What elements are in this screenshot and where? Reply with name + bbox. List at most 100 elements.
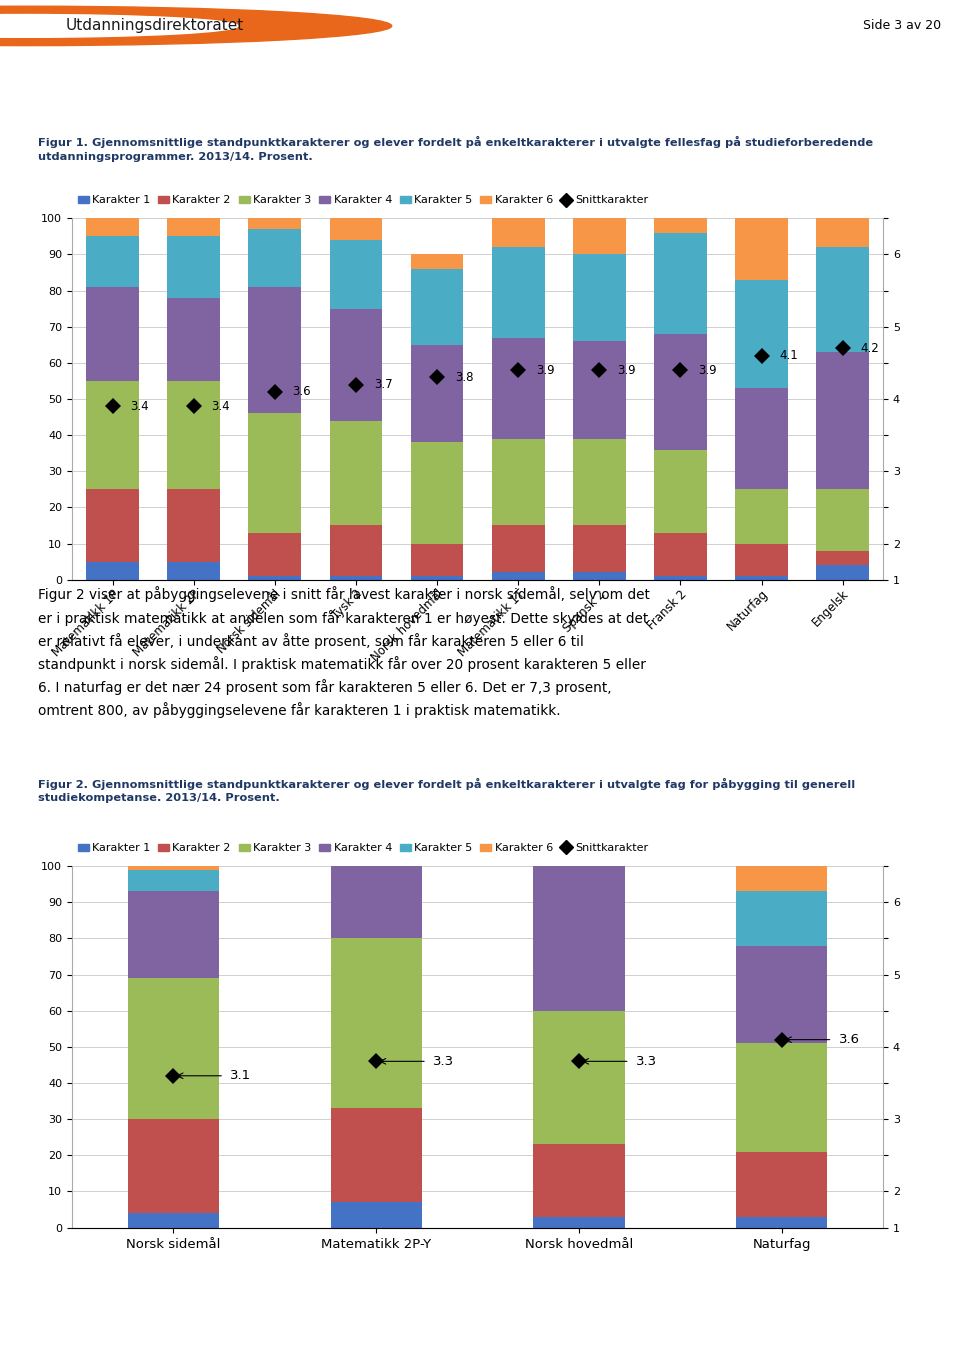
Bar	[492, 247, 544, 337]
Text: Figur 1. Gjennomsnittlige standpunktkarakterer og elever fordelt på enkeltkarakt: Figur 1. Gjennomsnittlige standpunktkara…	[38, 136, 874, 162]
Bar	[167, 562, 220, 580]
Bar	[411, 544, 464, 576]
Bar	[654, 450, 707, 533]
Bar	[128, 1118, 219, 1213]
Text: Side 3 av 20: Side 3 av 20	[863, 19, 941, 33]
Text: 3.9: 3.9	[536, 364, 555, 376]
Bar	[534, 866, 625, 1011]
Bar	[411, 345, 464, 442]
Bar	[534, 812, 625, 866]
Bar	[330, 805, 421, 816]
Bar	[735, 576, 788, 580]
Bar	[411, 576, 464, 580]
Bar	[573, 525, 626, 573]
Bar	[329, 308, 382, 420]
Bar	[534, 794, 625, 812]
Bar	[86, 562, 139, 580]
Text: 3.4: 3.4	[131, 400, 149, 413]
Bar	[249, 576, 301, 580]
Text: 4.1: 4.1	[780, 349, 798, 361]
Bar	[330, 1109, 421, 1202]
Bar	[167, 381, 220, 490]
Bar	[329, 240, 382, 308]
Bar	[736, 1217, 828, 1228]
Bar	[735, 218, 788, 280]
Bar	[411, 442, 464, 544]
Text: Figur 2 viser at påbyggingselevene i snitt får lavest karakter i norsk sidemål, : Figur 2 viser at påbyggingselevene i sni…	[38, 587, 650, 717]
Bar	[167, 218, 220, 236]
Bar	[249, 533, 301, 576]
Bar	[736, 1151, 828, 1217]
Bar	[735, 544, 788, 576]
Text: 3.6: 3.6	[839, 1033, 859, 1046]
Bar	[492, 218, 544, 247]
Bar	[249, 413, 301, 533]
Bar	[128, 1213, 219, 1228]
Bar	[167, 490, 220, 562]
Bar	[736, 945, 828, 1043]
Bar	[573, 218, 626, 254]
Legend: Karakter 1, Karakter 2, Karakter 3, Karakter 4, Karakter 5, Karakter 6, Snittkar: Karakter 1, Karakter 2, Karakter 3, Kara…	[78, 843, 648, 854]
Bar	[411, 269, 464, 345]
Bar	[534, 1217, 625, 1228]
Bar	[249, 218, 301, 229]
Bar	[816, 551, 869, 565]
Bar	[573, 341, 626, 439]
Text: 3.3: 3.3	[433, 1054, 454, 1068]
Bar	[167, 236, 220, 297]
Bar	[654, 233, 707, 334]
Bar	[736, 1043, 828, 1151]
Text: 3.9: 3.9	[698, 364, 717, 376]
Bar	[573, 573, 626, 580]
Bar	[86, 236, 139, 286]
Bar	[735, 280, 788, 389]
Bar	[128, 866, 219, 870]
Bar	[329, 420, 382, 525]
Text: 3.7: 3.7	[373, 378, 393, 391]
Bar	[330, 816, 421, 862]
Bar	[411, 254, 464, 269]
Bar	[329, 525, 382, 576]
Bar	[735, 389, 788, 490]
Bar	[573, 254, 626, 341]
Bar	[86, 381, 139, 490]
Bar	[492, 439, 544, 525]
Text: 3.1: 3.1	[230, 1069, 252, 1082]
Bar	[654, 533, 707, 576]
Bar	[86, 490, 139, 562]
Bar	[654, 576, 707, 580]
Text: 3.9: 3.9	[617, 364, 636, 376]
Bar	[735, 490, 788, 544]
Bar	[249, 229, 301, 286]
Text: 3.8: 3.8	[455, 371, 473, 383]
Bar	[816, 352, 869, 490]
Bar	[86, 218, 139, 236]
Bar	[654, 218, 707, 233]
Bar	[329, 576, 382, 580]
Text: 3.6: 3.6	[293, 385, 311, 398]
Text: 4.2: 4.2	[860, 342, 879, 355]
Legend: Karakter 1, Karakter 2, Karakter 3, Karakter 4, Karakter 5, Karakter 6, Snittkar: Karakter 1, Karakter 2, Karakter 3, Kara…	[78, 195, 648, 206]
Circle shape	[0, 15, 238, 37]
Bar	[573, 439, 626, 525]
Text: Figur 2. Gjennomsnittlige standpunktkarakterer og elever fordelt på enkeltkarakt: Figur 2. Gjennomsnittlige standpunktkara…	[38, 777, 855, 803]
Bar	[816, 490, 869, 551]
Bar	[816, 565, 869, 580]
Bar	[816, 218, 869, 247]
Bar	[534, 1011, 625, 1144]
Circle shape	[0, 7, 392, 45]
Bar	[330, 938, 421, 1109]
Bar	[534, 1144, 625, 1217]
Bar	[736, 866, 828, 892]
Bar	[816, 247, 869, 352]
Bar	[654, 334, 707, 450]
Bar	[330, 862, 421, 938]
Bar	[330, 1202, 421, 1228]
Bar	[128, 978, 219, 1118]
Bar	[167, 297, 220, 381]
Bar	[128, 892, 219, 978]
Text: 3.3: 3.3	[636, 1054, 657, 1068]
Bar	[128, 870, 219, 892]
Bar	[86, 286, 139, 381]
Bar	[736, 892, 828, 945]
